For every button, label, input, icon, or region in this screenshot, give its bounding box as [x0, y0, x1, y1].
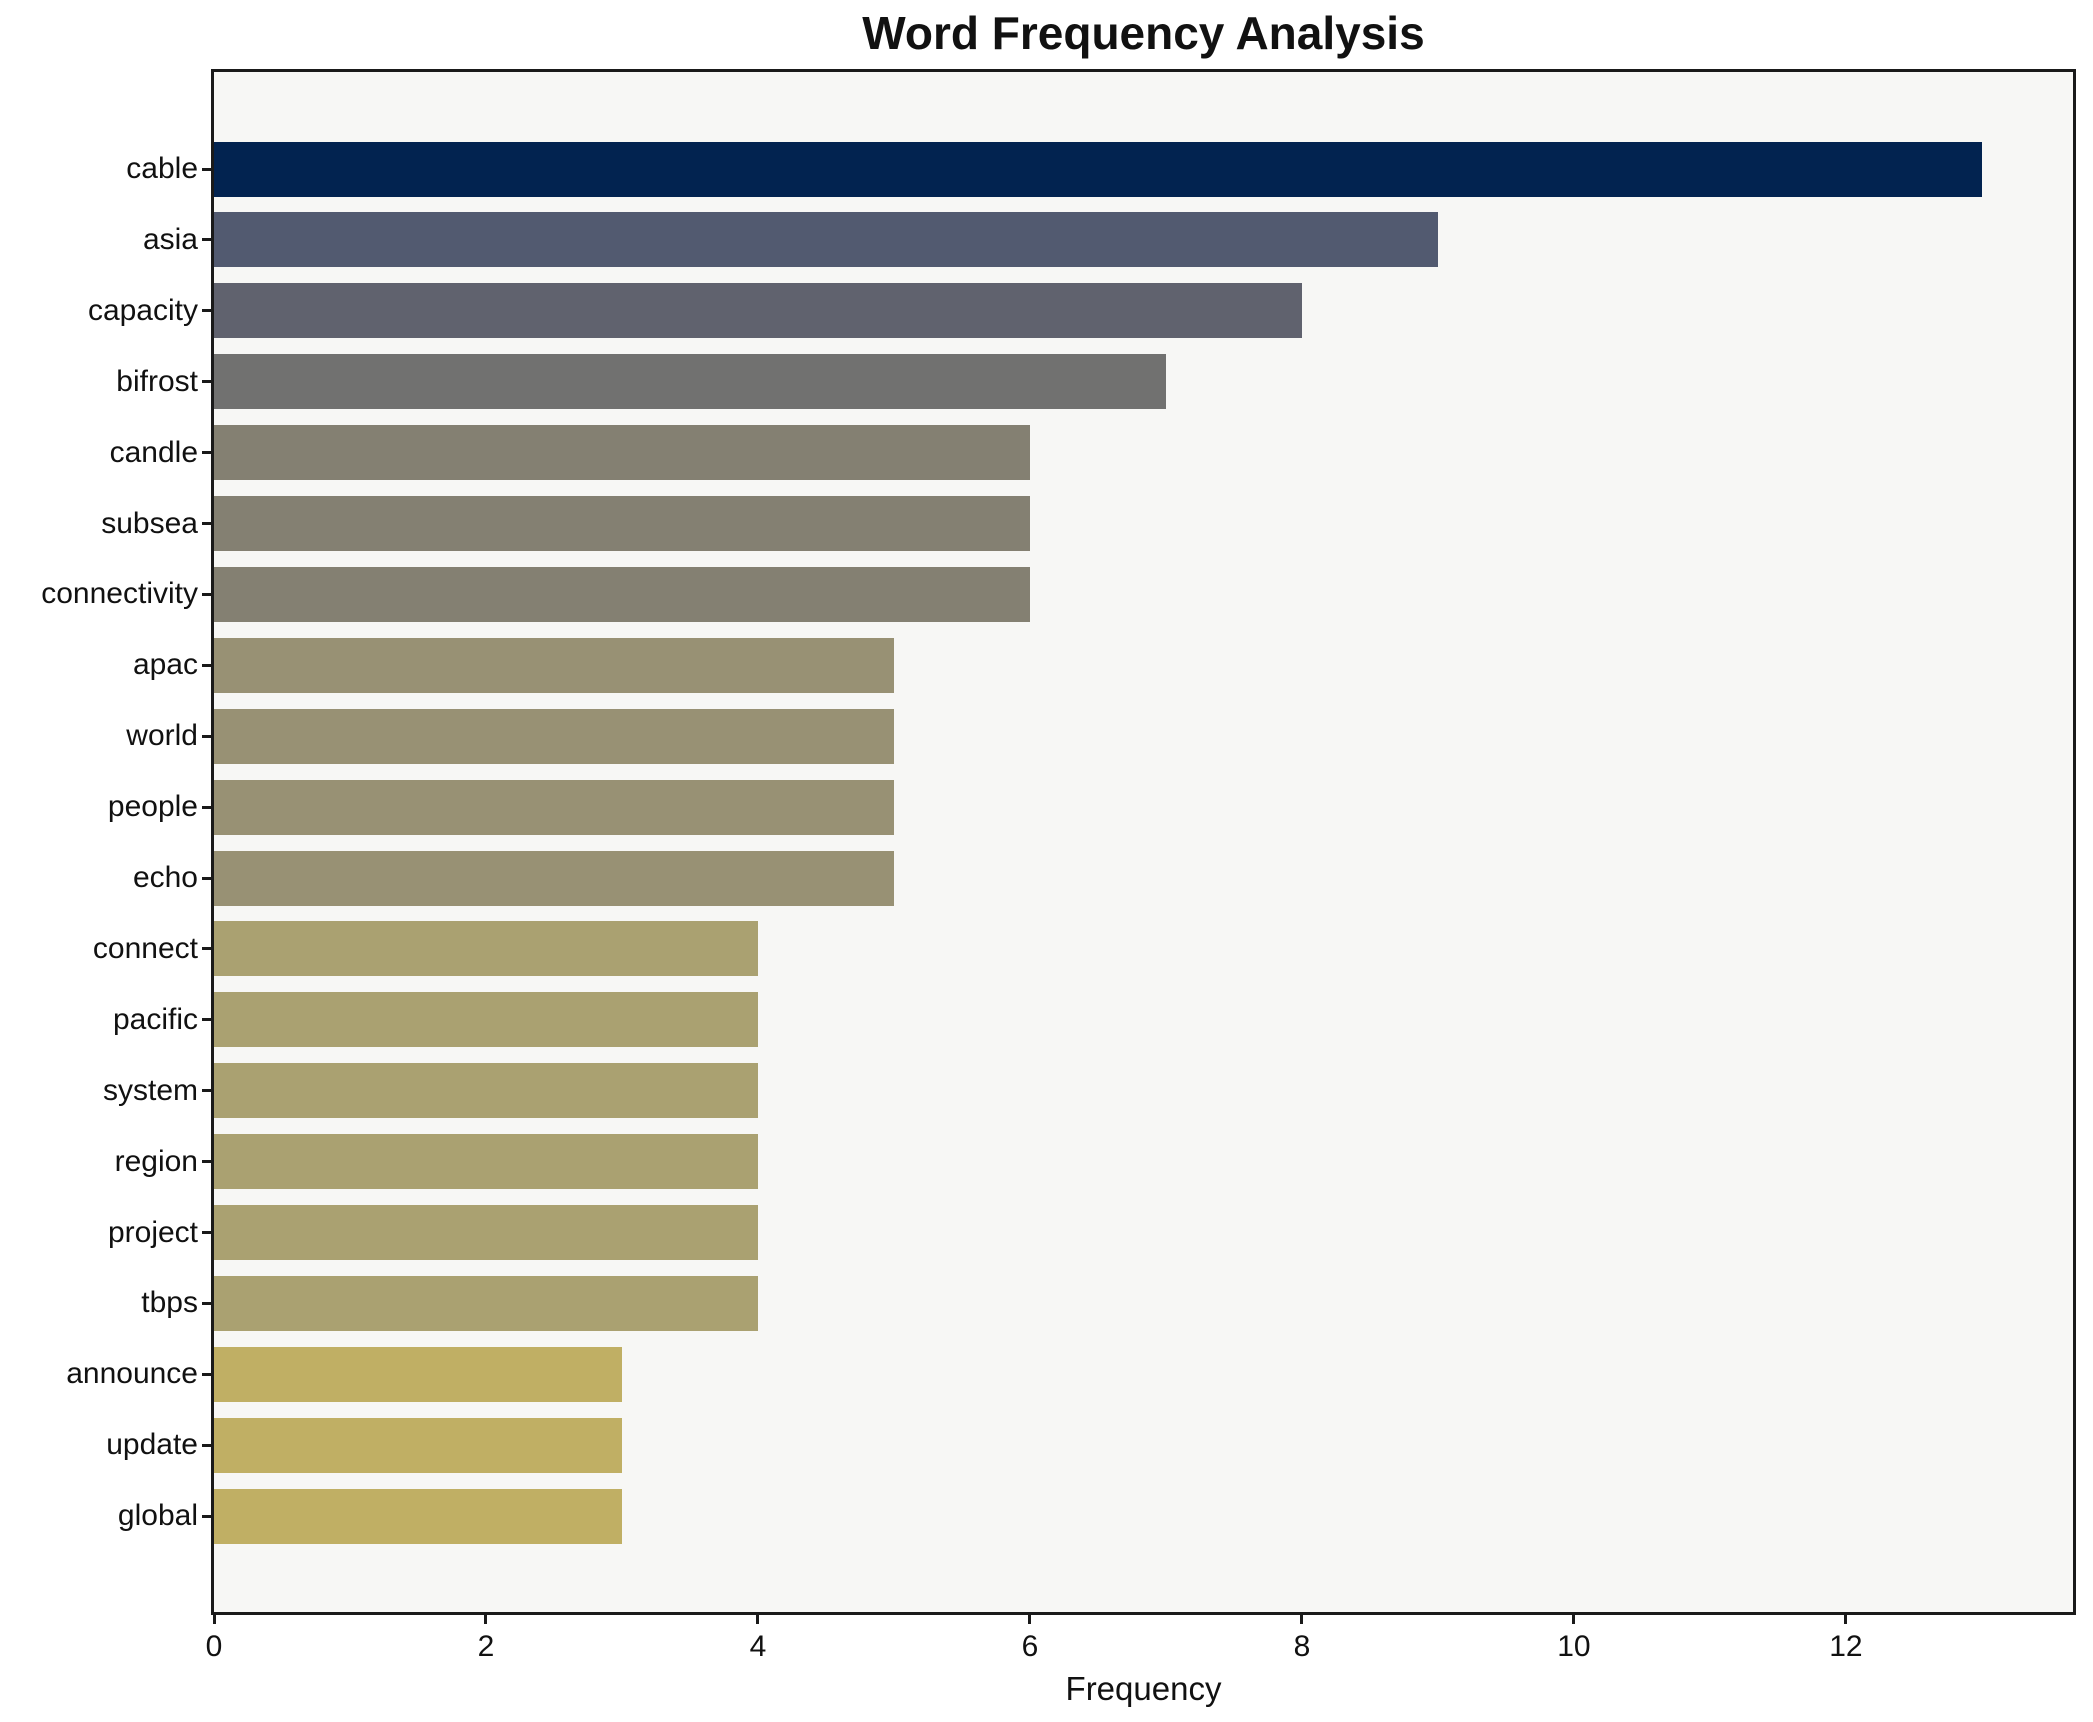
x-axis-label: Frequency: [1065, 1670, 1222, 1707]
y-tick-mark: [202, 1018, 214, 1022]
y-tick-mark: [202, 451, 214, 455]
y-tick-label-announce: announce: [66, 1357, 198, 1391]
x-tick-mark: [1028, 1612, 1032, 1624]
y-tick-label-system: system: [102, 1073, 198, 1107]
y-tick-mark: [202, 1160, 214, 1164]
x-tick-mark: [212, 1612, 216, 1624]
y-tick-label-capacity: capacity: [87, 293, 198, 327]
chart-title: Word Frequency Analysis: [862, 7, 1425, 59]
y-tick-label-global: global: [117, 1499, 198, 1533]
bar-project: [214, 1205, 758, 1260]
y-tick-mark: [202, 1443, 214, 1447]
x-tick-label-8: 8: [1293, 1630, 1311, 1663]
x-tick-mark: [484, 1612, 488, 1624]
plot-area: [211, 69, 2076, 1615]
x-tick-mark: [1300, 1612, 1304, 1624]
x-tick-label-6: 6: [1021, 1630, 1039, 1663]
bar-echo: [214, 850, 894, 906]
y-tick-mark: [202, 380, 214, 384]
y-tick-mark: [202, 1514, 214, 1518]
bar-system: [214, 1063, 758, 1119]
y-tick-mark: [202, 1089, 214, 1093]
bar-people: [214, 779, 894, 835]
bar-bifrost: [214, 354, 1166, 410]
bar-global: [214, 1488, 622, 1544]
y-tick-mark: [202, 1372, 214, 1376]
y-tick-mark: [202, 805, 214, 809]
y-tick-mark: [202, 1301, 214, 1305]
y-tick-label-connect: connect: [92, 931, 198, 965]
y-tick-label-world: world: [126, 719, 198, 753]
bar-pacific: [214, 992, 758, 1048]
y-tick-mark: [202, 522, 214, 525]
bar-apac: [214, 637, 894, 693]
x-tick-label-0: 0: [205, 1630, 223, 1663]
y-tick-label-echo: echo: [132, 861, 198, 894]
y-tick-mark: [202, 663, 214, 667]
y-tick-label-pacific: pacific: [112, 1002, 198, 1036]
bar-connectivity: [214, 566, 1030, 622]
y-tick-label-cable: cable: [126, 152, 198, 185]
y-tick-mark: [202, 309, 214, 313]
y-tick-label-bifrost: bifrost: [116, 364, 198, 398]
x-tick-label-4: 4: [749, 1630, 767, 1663]
x-tick-label-12: 12: [1829, 1630, 1863, 1663]
x-tick-mark: [756, 1612, 760, 1624]
bar-asia: [214, 212, 1438, 268]
y-tick-label-update: update: [106, 1428, 198, 1462]
y-tick-label-people: people: [107, 790, 198, 824]
x-tick-label-10: 10: [1557, 1630, 1591, 1663]
y-tick-label-tbps: tbps: [141, 1286, 198, 1320]
bar-world: [214, 708, 894, 764]
bar-announce: [214, 1346, 622, 1402]
x-tick-mark: [1572, 1612, 1576, 1624]
x-tick-mark: [1844, 1612, 1848, 1624]
bar-capacity: [214, 283, 1302, 339]
y-tick-label-asia: asia: [142, 222, 198, 256]
y-tick-mark: [202, 592, 214, 596]
bar-update: [214, 1417, 622, 1473]
bar-connect: [214, 921, 758, 977]
x-tick-label-2: 2: [477, 1630, 495, 1663]
bar-tbps: [214, 1275, 758, 1331]
y-tick-mark: [202, 947, 214, 951]
y-tick-label-subsea: subsea: [101, 506, 198, 540]
y-tick-label-apac: apac: [132, 648, 198, 682]
bar-subsea: [214, 496, 1030, 551]
y-tick-label-candle: candle: [109, 435, 198, 469]
bar-candle: [214, 425, 1030, 481]
y-tick-mark: [202, 734, 214, 738]
y-tick-mark: [202, 238, 214, 242]
y-tick-mark: [202, 1231, 214, 1234]
bar-cable: [214, 141, 1982, 197]
bar-region: [214, 1134, 758, 1190]
y-tick-label-region: region: [114, 1144, 198, 1178]
y-tick-label-project: project: [107, 1215, 198, 1249]
y-tick-mark: [202, 876, 214, 880]
y-tick-label-connectivity: connectivity: [41, 577, 198, 611]
y-tick-mark: [202, 167, 214, 171]
